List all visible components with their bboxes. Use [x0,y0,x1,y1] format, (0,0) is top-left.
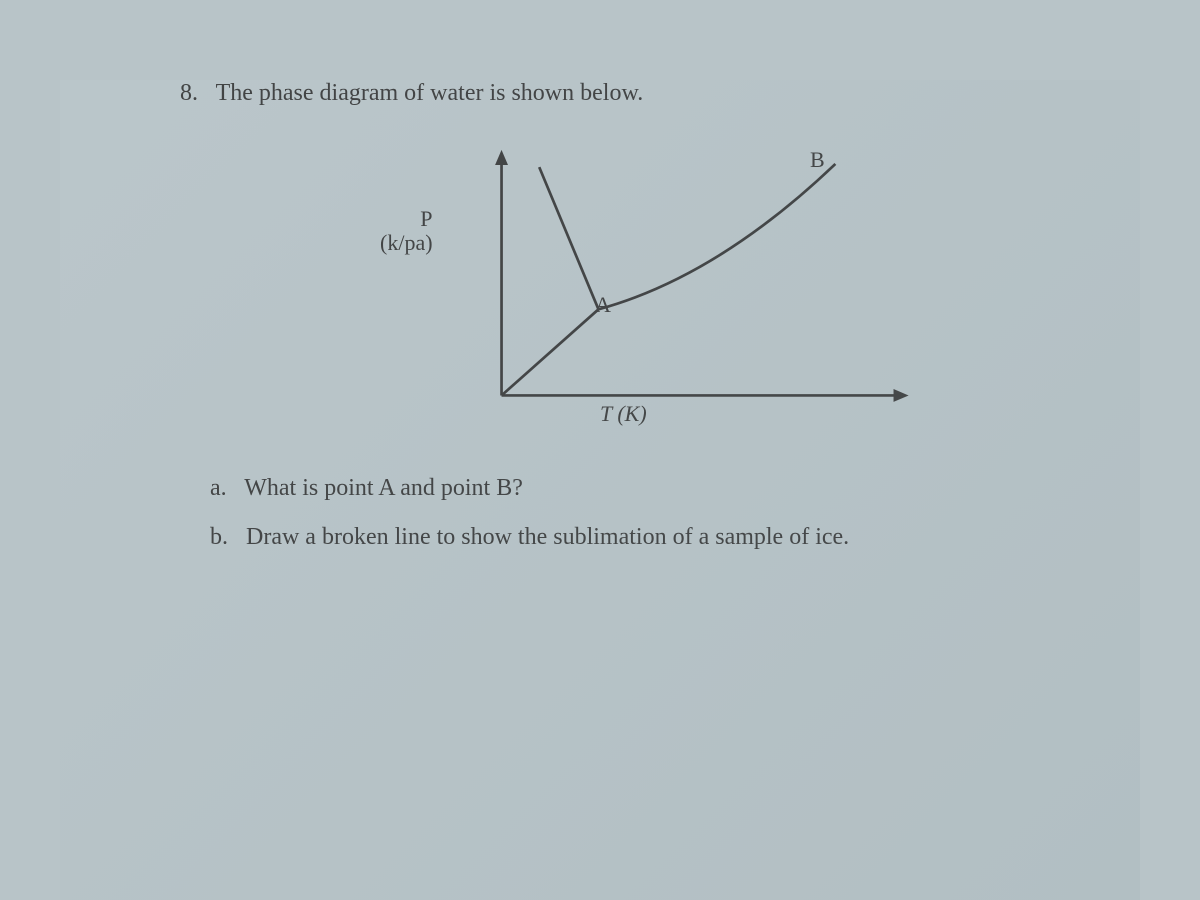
phase-diagram: P (k/pa) T (K) A B [440,137,940,417]
point-a-label: A [595,292,611,318]
x-axis-arrow [894,389,909,402]
question-number: 8. [180,80,198,107]
solid-liquid-line [539,167,598,309]
point-b-label: B [810,147,825,173]
y-axis-arrow [495,150,508,165]
liquid-gas-curve [598,164,835,309]
sub-text-a: What is point A and point B? [244,475,523,501]
sub-text-b: Draw a broken line to show the sublimati… [246,524,849,550]
question-text: The phase diagram of water is shown belo… [216,80,644,106]
sub-letter-b: b. [210,516,228,559]
y-axis-label-unit: (k/pa) [380,231,433,255]
sub-letter-a: a. [210,467,227,510]
sub-question-a: a. What is point A and point B? [210,467,1140,510]
sub-questions: a. What is point A and point B? b. Draw … [60,467,1140,559]
solid-gas-line [502,309,599,395]
y-axis-label: P (k/pa) [380,207,433,255]
question-header: 8. The phase diagram of water is shown b… [60,80,1140,107]
exam-page: 8. The phase diagram of water is shown b… [60,80,1140,900]
x-axis-label: T (K) [600,401,647,427]
y-axis-label-p: P [380,207,433,231]
sub-question-b: b. Draw a broken line to show the sublim… [210,516,1140,559]
diagram-svg [440,137,940,417]
